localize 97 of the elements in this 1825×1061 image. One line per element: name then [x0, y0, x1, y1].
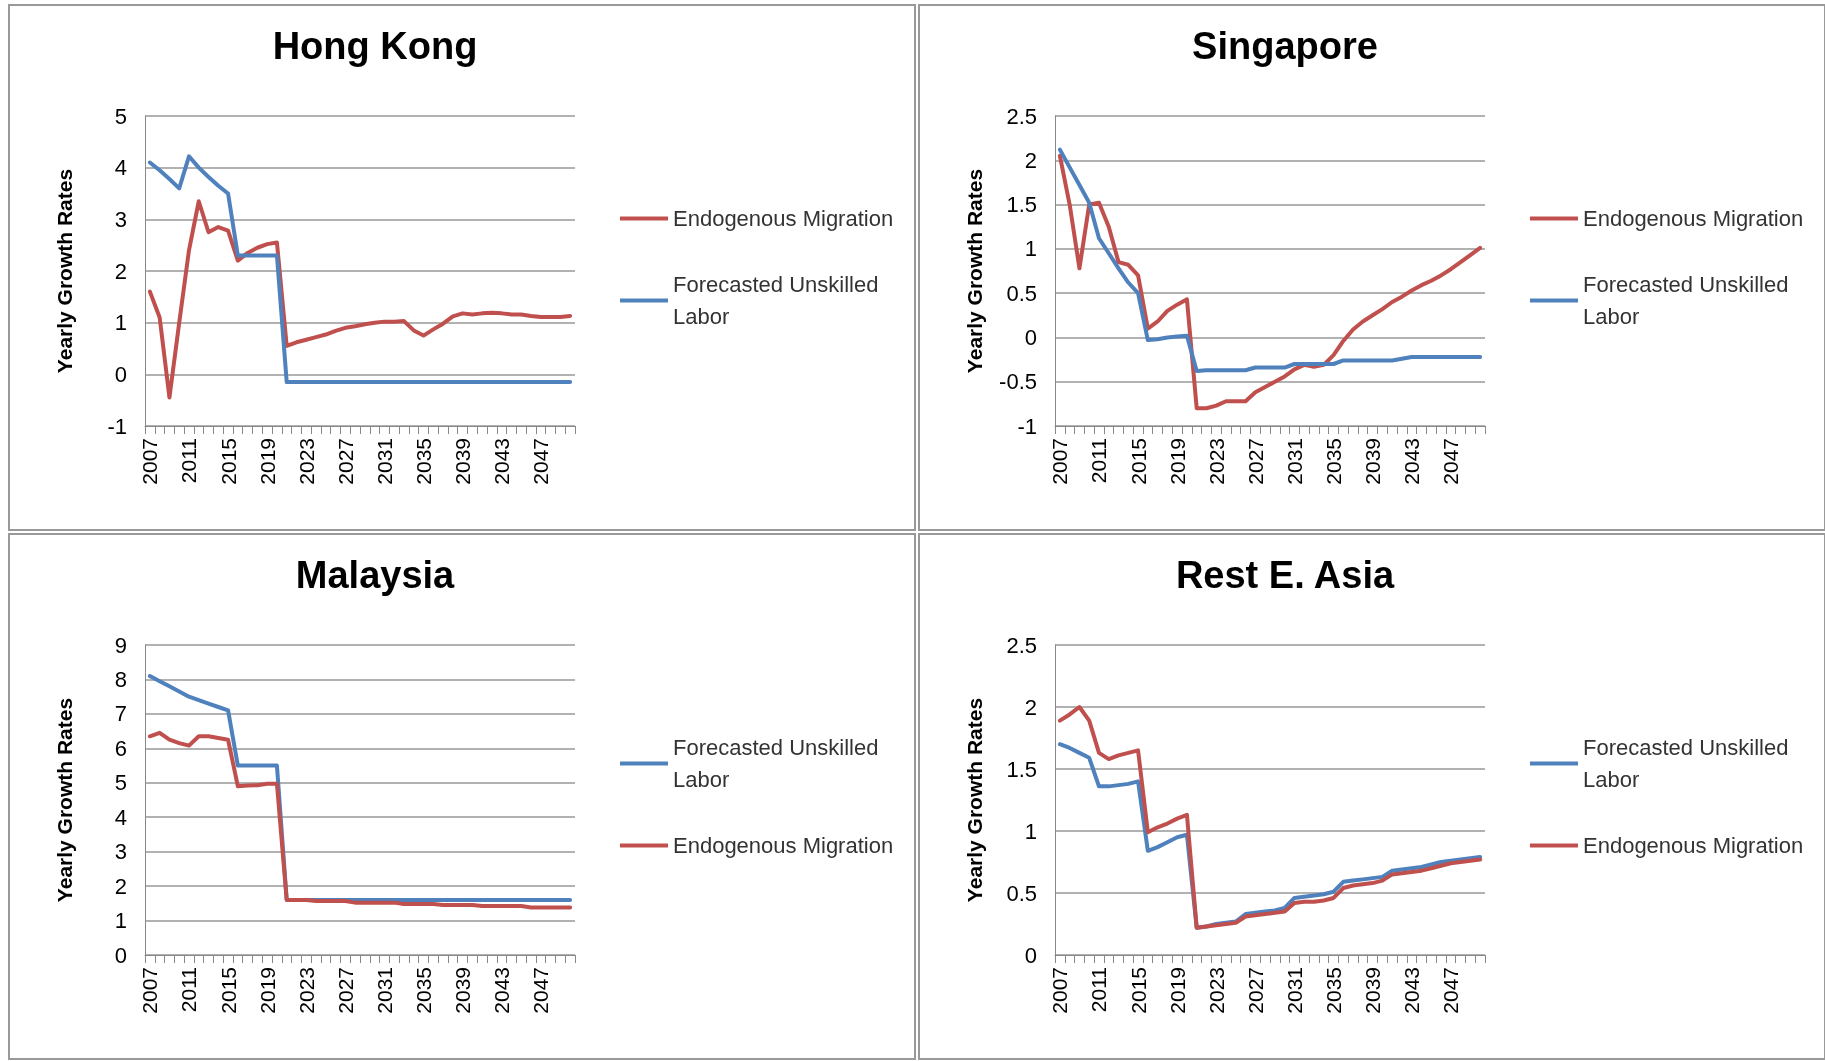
x-tick-label: 2019 [1165, 967, 1189, 1014]
x-tick-label: 2043 [1400, 967, 1424, 1014]
legend-label: Endogenous Migration [673, 206, 894, 231]
x-tick-label: 2031 [1282, 967, 1306, 1014]
legend-label: Endogenous Migration [1583, 833, 1804, 858]
x-tick-label: 2031 [1282, 438, 1306, 485]
x-tick-label: 2047 [1439, 438, 1463, 485]
x-tick-label: 2047 [529, 438, 553, 485]
legend-label: Forecasted Unskilled Labor [1583, 735, 1795, 792]
x-tick-label: 2047 [529, 967, 553, 1014]
y-tick-label: 1.5 [1006, 192, 1037, 218]
legend-label: Forecasted Unskilled Labor [673, 735, 885, 792]
x-tick-label: 2011 [1087, 438, 1111, 484]
y-tick-label: 2.5 [1006, 632, 1037, 658]
line-series [1057, 147, 1483, 374]
x-tick-label: 2023 [294, 438, 318, 485]
x-tick-label: 2043 [1400, 438, 1424, 485]
legend-label: Endogenous Migration [1583, 206, 1804, 231]
y-tick-label: 0 [114, 942, 127, 968]
y-tick-label: 1 [114, 908, 127, 934]
x-tick-label: 2007 [138, 967, 162, 1014]
y-tick-label: 2 [114, 873, 127, 899]
x-tick-label: 2035 [412, 438, 436, 485]
x-tick-label: 2027 [1243, 967, 1267, 1014]
x-tick-label: 2011 [1087, 967, 1111, 1013]
line-series [1057, 705, 1483, 930]
y-tick-label: 2 [1024, 147, 1037, 173]
y-tick-label: 1 [114, 310, 127, 336]
x-tick-label: 2019 [255, 967, 279, 1014]
x-tick-label: 2047 [1439, 967, 1463, 1014]
x-tick-label: 2007 [138, 438, 162, 485]
y-tick-label: 6 [114, 735, 127, 761]
chart-title: Hong Kong [272, 25, 478, 67]
x-tick-label: 2007 [1048, 438, 1072, 485]
y-tick-label: 0.5 [1006, 880, 1037, 906]
chart-title: Malaysia [295, 554, 456, 596]
y-tick-label: 4 [114, 155, 127, 181]
y-tick-label: 2 [114, 258, 127, 284]
x-tick-label: 2039 [451, 967, 475, 1014]
y-tick-label: 0 [114, 361, 127, 387]
legend-label: Endogenous Migration [673, 833, 894, 858]
x-tick-label: 2015 [1126, 438, 1150, 485]
x-tick-label: 2035 [1322, 967, 1346, 1014]
x-tick-label: 2023 [294, 967, 318, 1014]
y-tick-label: 0 [1024, 942, 1037, 968]
y-axis-title: Yearly Growth Rates [963, 168, 986, 374]
x-tick-label: 2035 [412, 967, 436, 1014]
y-tick-label: 7 [114, 701, 127, 727]
x-tick-label: 2039 [451, 438, 475, 485]
y-axis-title: Yearly Growth Rates [53, 168, 76, 374]
x-tick-label: 2035 [1322, 438, 1346, 485]
y-tick-label: 1 [1024, 236, 1037, 262]
y-tick-label: 3 [114, 839, 127, 865]
y-tick-label: 2 [1024, 694, 1037, 720]
x-tick-label: 2039 [1361, 438, 1385, 485]
y-tick-label: 3 [114, 206, 127, 232]
y-tick-label: 5 [114, 103, 127, 129]
line-series [1057, 153, 1483, 411]
x-tick-label: 2019 [1165, 438, 1189, 485]
x-tick-label: 2015 [1126, 967, 1150, 1014]
y-tick-label: 4 [114, 804, 127, 830]
y-tick-label: 9 [114, 632, 127, 658]
y-tick-label: 1.5 [1006, 756, 1037, 782]
y-tick-label: 8 [114, 666, 127, 692]
line-series [147, 154, 573, 385]
x-tick-label: 2043 [490, 438, 514, 485]
y-tick-label: -0.5 [999, 369, 1037, 395]
x-tick-label: 2043 [490, 967, 514, 1014]
y-axis-title: Yearly Growth Rates [53, 697, 76, 903]
line-series [147, 730, 573, 910]
y-tick-label: -1 [1017, 413, 1037, 439]
x-tick-label: 2007 [1048, 967, 1072, 1014]
x-tick-label: 2027 [333, 438, 357, 485]
x-tick-label: 2039 [1361, 967, 1385, 1014]
x-tick-label: 2031 [372, 438, 396, 485]
legend-label: Forecasted Unskilled Labor [1583, 272, 1795, 329]
x-tick-label: 2015 [216, 438, 240, 485]
x-tick-label: 2027 [333, 967, 357, 1014]
y-tick-label: 0.5 [1006, 280, 1037, 306]
x-tick-label: 2011 [177, 967, 201, 1013]
y-tick-label: 1 [1024, 818, 1037, 844]
line-series [147, 199, 573, 400]
chart-title: Rest E. Asia [1175, 554, 1395, 596]
y-axis-title: Yearly Growth Rates [963, 697, 986, 903]
x-tick-label: 2023 [1204, 438, 1228, 485]
chart-title: Singapore [1192, 25, 1378, 67]
y-tick-label: 0 [1024, 324, 1037, 350]
x-tick-label: 2011 [177, 438, 201, 484]
y-tick-label: 2.5 [1006, 103, 1037, 129]
legend-label: Forecasted Unskilled Labor [673, 272, 885, 329]
x-tick-label: 2015 [216, 967, 240, 1014]
x-tick-label: 2023 [1204, 967, 1228, 1014]
x-tick-label: 2027 [1243, 438, 1267, 485]
x-tick-label: 2031 [372, 967, 396, 1014]
y-tick-label: 5 [114, 770, 127, 796]
x-tick-label: 2019 [255, 438, 279, 485]
y-tick-label: -1 [107, 413, 127, 439]
